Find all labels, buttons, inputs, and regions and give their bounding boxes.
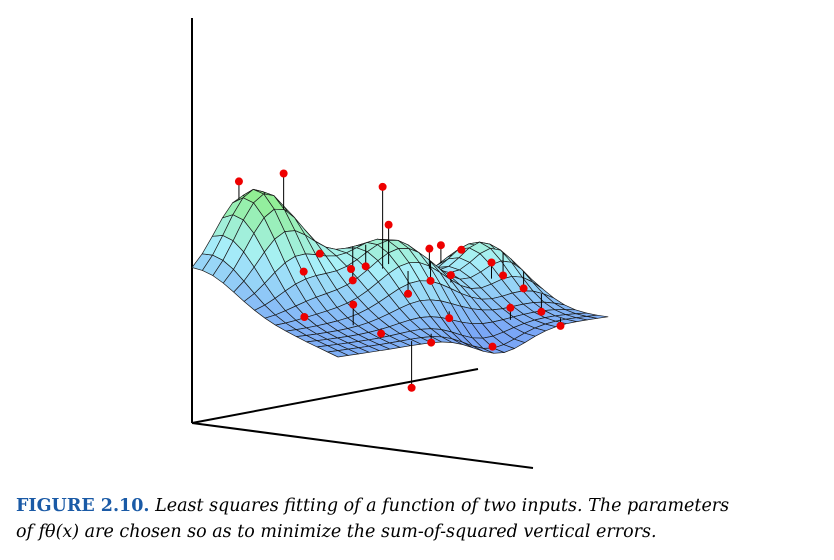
data-point <box>300 313 309 322</box>
data-point <box>378 182 387 191</box>
data-point <box>506 303 515 312</box>
caption-line-1: Least squares fitting of a function of t… <box>155 496 730 516</box>
data-point <box>361 262 370 271</box>
data-point <box>457 245 466 254</box>
data-point <box>349 300 358 309</box>
data-point <box>347 265 356 274</box>
depth-axis <box>191 422 534 469</box>
data-point <box>537 307 546 316</box>
data-point <box>377 329 386 338</box>
data-point <box>488 342 497 351</box>
data-point <box>384 220 393 229</box>
data-point <box>299 267 308 276</box>
figure-caption: FIGURE 2.10. Least squares fitting of a … <box>16 493 816 545</box>
data-point <box>519 284 528 293</box>
data-point <box>427 338 436 347</box>
data-point <box>426 276 435 285</box>
data-point <box>499 271 508 280</box>
axes <box>191 18 534 469</box>
data-point <box>279 169 288 178</box>
data-point <box>315 249 324 258</box>
data-point <box>404 289 413 298</box>
data-point <box>446 271 455 280</box>
horizontal-axis <box>191 368 479 424</box>
surface-facet <box>586 314 609 319</box>
data-point <box>487 258 496 267</box>
data-point <box>348 276 357 285</box>
data-point <box>234 177 243 186</box>
data-point <box>445 314 454 323</box>
data-point <box>425 244 434 253</box>
fitted-surface <box>191 188 609 358</box>
data-points <box>234 169 565 392</box>
data-point <box>436 241 445 250</box>
data-point <box>556 321 565 330</box>
data-point <box>407 383 416 392</box>
figure-label: FIGURE 2.10. <box>16 496 150 516</box>
caption-line-2: of fθ(x) are chosen so as to minimize th… <box>16 522 657 542</box>
